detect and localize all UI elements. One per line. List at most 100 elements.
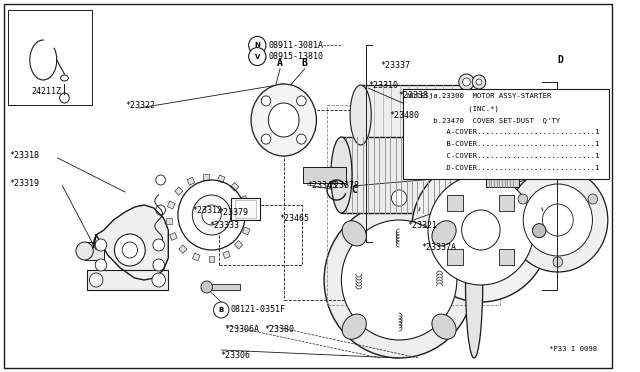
Text: V: V <box>255 54 260 60</box>
Circle shape <box>248 36 266 54</box>
Text: D: D <box>557 55 564 64</box>
Ellipse shape <box>268 103 299 137</box>
Circle shape <box>76 242 93 260</box>
Bar <box>243 227 250 235</box>
Circle shape <box>261 96 271 106</box>
Circle shape <box>153 239 164 251</box>
Bar <box>209 256 214 262</box>
Text: *23333: *23333 <box>209 221 239 230</box>
Circle shape <box>463 78 470 86</box>
Bar <box>245 212 251 218</box>
Text: b.23470  COVER SET-DUST  Q'TY: b.23470 COVER SET-DUST Q'TY <box>407 117 560 123</box>
Polygon shape <box>93 205 168 280</box>
Text: 08915-13810: 08915-13810 <box>269 52 324 61</box>
Circle shape <box>115 234 145 266</box>
Circle shape <box>588 194 598 204</box>
Circle shape <box>341 220 457 340</box>
Ellipse shape <box>475 137 496 213</box>
Bar <box>231 198 260 220</box>
Bar <box>361 85 467 145</box>
Bar <box>235 200 256 218</box>
Ellipse shape <box>342 221 366 246</box>
Text: *23380: *23380 <box>265 326 294 334</box>
Text: *23322: *23322 <box>125 100 155 109</box>
Circle shape <box>296 134 306 144</box>
Bar <box>218 205 301 265</box>
Circle shape <box>261 134 271 144</box>
Circle shape <box>122 242 138 258</box>
Bar <box>240 196 248 203</box>
Circle shape <box>201 281 212 293</box>
Circle shape <box>476 79 482 85</box>
Circle shape <box>428 175 534 285</box>
Ellipse shape <box>456 85 477 145</box>
Text: *P33 I 0098: *P33 I 0098 <box>549 346 597 352</box>
Circle shape <box>152 273 165 287</box>
Circle shape <box>461 210 500 250</box>
Text: B-COVER...........................1: B-COVER...........................1 <box>407 141 600 147</box>
Bar <box>467 110 495 120</box>
Ellipse shape <box>350 85 371 145</box>
Circle shape <box>193 195 231 235</box>
Bar <box>499 249 515 265</box>
Ellipse shape <box>468 123 479 138</box>
Text: *23310: *23310 <box>368 80 398 90</box>
Circle shape <box>543 204 573 236</box>
Ellipse shape <box>331 137 352 213</box>
Bar <box>86 270 168 290</box>
Circle shape <box>214 302 229 318</box>
Ellipse shape <box>251 84 316 156</box>
Bar <box>175 187 183 195</box>
Circle shape <box>518 194 527 204</box>
Bar <box>84 242 104 260</box>
Text: 24211Z: 24211Z <box>31 87 61 96</box>
Bar <box>499 195 515 211</box>
Circle shape <box>523 184 593 256</box>
Circle shape <box>412 158 550 302</box>
Text: *23379: *23379 <box>218 208 248 217</box>
Text: *23306A: *23306A <box>225 326 260 334</box>
Text: C-COVER...........................1: C-COVER...........................1 <box>407 153 600 159</box>
Text: NOTESja.23300  MOTOR ASSY-STARTER: NOTESja.23300 MOTOR ASSY-STARTER <box>407 93 552 99</box>
Text: 08121-0351F: 08121-0351F <box>231 305 286 314</box>
Bar <box>223 251 230 259</box>
Bar <box>327 105 500 305</box>
Text: D-COVER...........................1: D-COVER...........................1 <box>407 165 600 171</box>
Bar <box>341 137 486 213</box>
Bar <box>403 89 609 179</box>
Circle shape <box>426 107 436 116</box>
Text: B: B <box>219 307 224 313</box>
Text: *23337: *23337 <box>380 61 410 70</box>
Circle shape <box>532 224 546 238</box>
Bar <box>179 245 187 253</box>
Bar <box>234 241 243 249</box>
Ellipse shape <box>432 221 456 246</box>
Text: *23337A: *23337A <box>422 244 456 253</box>
Circle shape <box>324 202 474 358</box>
Bar <box>166 218 172 224</box>
Circle shape <box>392 190 407 206</box>
Circle shape <box>202 205 221 225</box>
Bar <box>447 249 463 265</box>
Text: 08911-3081A: 08911-3081A <box>269 41 324 50</box>
Text: *23480: *23480 <box>389 110 419 119</box>
Circle shape <box>508 168 608 272</box>
Bar <box>193 253 200 261</box>
Circle shape <box>90 273 103 287</box>
Bar <box>443 228 539 234</box>
Bar <box>230 183 239 191</box>
Bar <box>207 284 241 290</box>
Ellipse shape <box>450 103 461 121</box>
Ellipse shape <box>342 314 366 339</box>
Circle shape <box>153 259 164 271</box>
Circle shape <box>95 259 107 271</box>
Text: *23306: *23306 <box>220 350 250 359</box>
Text: *23319: *23319 <box>10 179 40 187</box>
Ellipse shape <box>465 117 484 143</box>
Text: (INC.*): (INC.*) <box>407 105 499 112</box>
Ellipse shape <box>445 97 466 126</box>
Bar <box>170 232 177 240</box>
Ellipse shape <box>465 202 483 358</box>
Bar <box>203 174 209 180</box>
Bar <box>8 10 92 105</box>
